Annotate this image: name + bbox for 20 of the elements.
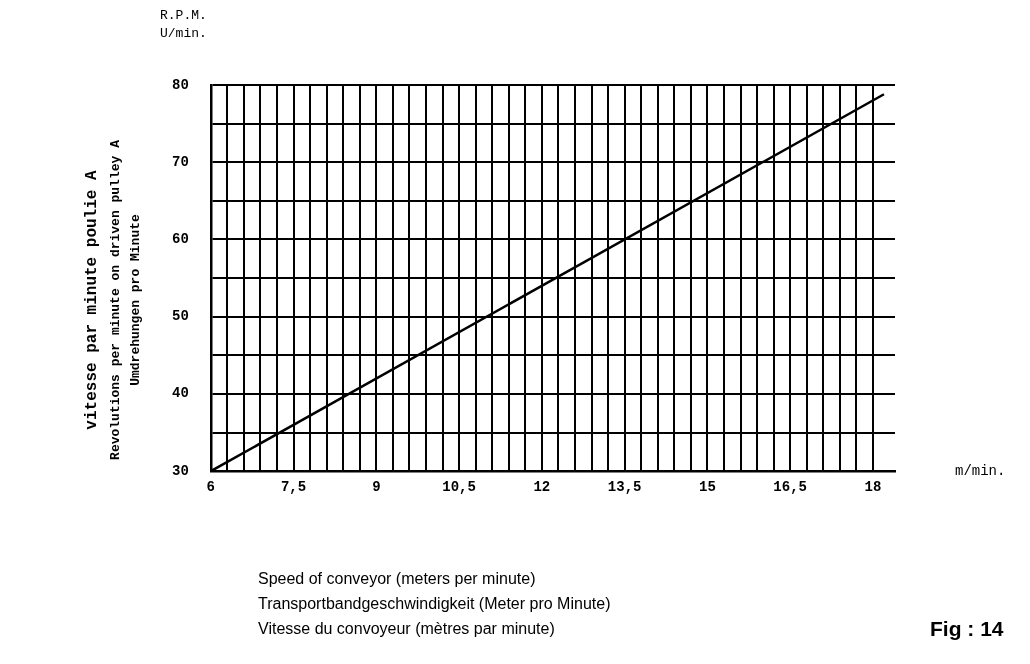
x-tick-label: 9 [372,479,381,496]
x-tick-label: 10,5 [442,479,476,496]
x-tick-label: 18 [864,479,882,496]
y-tick-label: 80 [171,76,189,93]
x-tick-label: 7,5 [280,479,307,496]
x-tick-label: 13,5 [607,479,642,496]
y-tick-label: 50 [171,308,189,325]
x-tick-label: 15 [698,479,716,496]
y-tick-label: 30 [171,462,189,479]
x-tick-label: 16,5 [773,479,807,496]
y-tick-label: 70 [171,153,189,170]
x-tick-label: 6 [206,479,216,496]
y-tick-label: 40 [171,385,189,402]
text: R.P.M. U/min. [160,8,207,42]
x-axis-title: Speed of conveyor (meters per minute) Transportbandgeschwindigkeit (Meter pro Minute) Vitesse du convoyeur (mètres par minute) [258,570,611,638]
y-tick-label: 60 [171,231,189,248]
x-tick-label: 12 [533,479,551,496]
y-axis-title: vitesse par minute poulie A Revolutions per minute on driven pulley A Umdrehungen pro Minute [83,139,144,460]
text: Fig : 14 [930,616,1004,640]
text: m/min. [955,462,1006,479]
